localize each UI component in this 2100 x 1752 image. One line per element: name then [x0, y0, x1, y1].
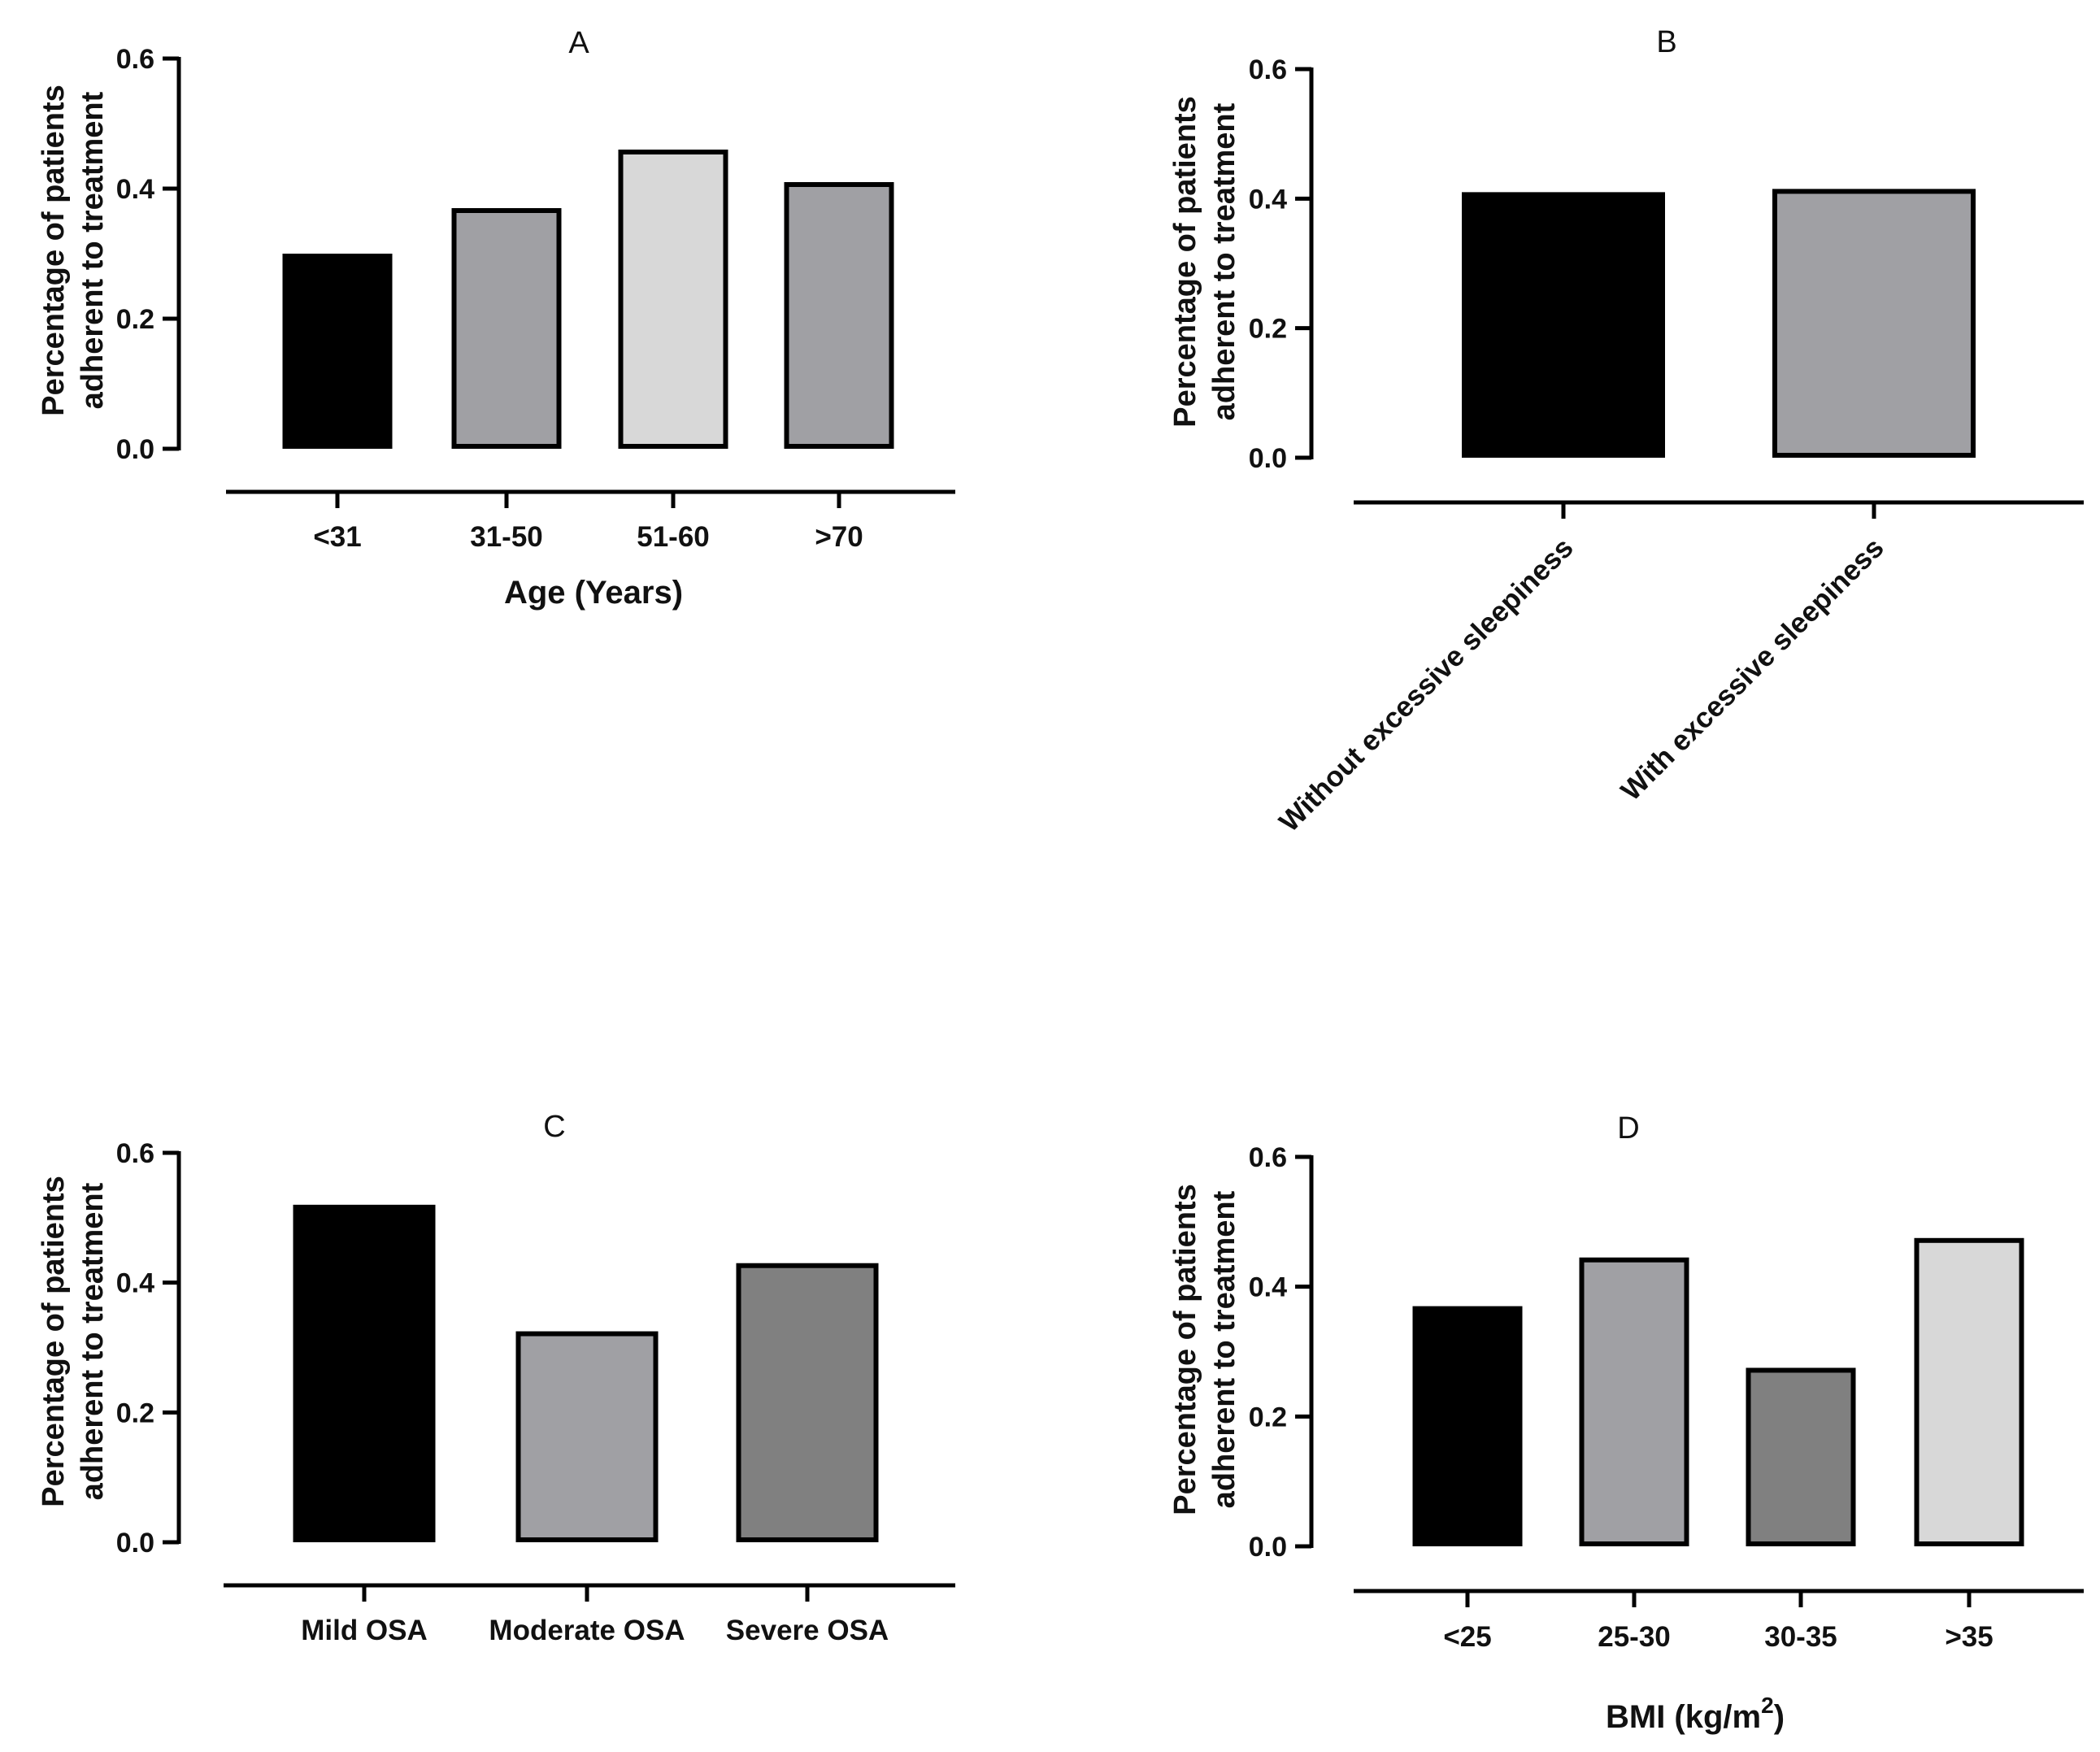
y-axis-title: Percentage of patients adherent to treatm… [37, 1176, 110, 1507]
panel-title: A [568, 26, 589, 60]
y-tick-label: 0.2 [1249, 1402, 1287, 1432]
x-axis-title-text: BMI (kg/m [1606, 1699, 1761, 1735]
x-axis-title: BMI (kg/m2) [1606, 1693, 1785, 1735]
y-tick-label: 0.6 [1249, 1142, 1287, 1173]
bar [515, 1331, 659, 1542]
category-label: <25 [1443, 1621, 1491, 1653]
bar [618, 150, 728, 449]
chart-panel-d: D Percentage of patients adherent to treat… [1168, 1111, 2084, 1735]
y-tick-label: 0.2 [1249, 314, 1287, 345]
category-label: 25-30 [1598, 1621, 1671, 1653]
category-label: Severe OSA [726, 1615, 889, 1646]
y-tick-label: 0.4 [116, 174, 154, 205]
panel-title: D [1617, 1111, 1639, 1146]
category-label: 30-35 [1764, 1621, 1837, 1653]
category-label: With excessive sleepiness [1615, 532, 1889, 806]
bar [784, 182, 894, 449]
category-label: 31-50 [470, 521, 543, 553]
y-axis-title: Percentage of patients adherent to treatm… [1168, 96, 1241, 428]
bar [282, 254, 393, 449]
bar [1914, 1237, 2024, 1546]
y-axis-title-line: Percentage of patients [1168, 1184, 1202, 1515]
category-label: 51-60 [637, 521, 710, 553]
bar [1746, 1367, 1856, 1547]
y-tick-label: 0.4 [1249, 1272, 1287, 1303]
y-tick-label: 0.6 [116, 1138, 154, 1169]
y-tick-label: 0.0 [116, 434, 154, 465]
panel-title: B [1656, 25, 1676, 59]
bar [1772, 189, 1976, 458]
y-axis-title: Percentage of patients adherent to treatm… [37, 85, 110, 416]
category-label: >70 [815, 521, 863, 553]
y-axis-title-line: adherent to treatment [76, 91, 110, 409]
y-tick-label: 0.0 [1249, 443, 1287, 474]
chart-panel-c: C Percentage of patients adherent to treat… [37, 1110, 955, 1646]
panel-title: C [543, 1110, 565, 1144]
y-axis-title: Percentage of patients adherent to treatm… [1168, 1184, 1241, 1515]
bar [736, 1263, 879, 1542]
y-axis-title-line: Percentage of patients [37, 85, 71, 416]
y-tick-label: 0.0 [1249, 1532, 1287, 1563]
category-label: Without excessive sleepiness [1273, 532, 1580, 838]
bar [451, 208, 562, 449]
x-axis-title-suffix: ) [1774, 1699, 1785, 1735]
y-tick-label: 0.6 [1249, 54, 1287, 85]
bar [1462, 192, 1665, 458]
category-label: Moderate OSA [489, 1615, 685, 1646]
y-axis-title-line: Percentage of patients [1168, 96, 1202, 428]
chart-panel-a: A Percentage of patients adherent to treat… [37, 26, 955, 611]
bar [1412, 1306, 1523, 1547]
y-tick-label: 0.0 [116, 1528, 154, 1559]
y-tick-label: 0.6 [116, 44, 154, 75]
y-axis-title-line: Percentage of patients [37, 1176, 71, 1507]
chart-panel-b: B Percentage of patients adherent to treat… [1168, 25, 2084, 838]
category-label: Mild OSA [301, 1615, 428, 1646]
y-axis-title-line: adherent to treatment [76, 1182, 110, 1500]
y-axis-title-line: adherent to treatment [1207, 102, 1241, 420]
category-label: >35 [1945, 1621, 1993, 1653]
y-tick-label: 0.2 [116, 1398, 154, 1428]
y-tick-label: 0.4 [116, 1268, 154, 1299]
x-axis-title-superscript: 2 [1761, 1693, 1774, 1718]
category-label: <31 [313, 521, 361, 553]
y-tick-label: 0.2 [116, 304, 154, 335]
x-axis-title-text: Age (Years) [504, 575, 683, 611]
bar [293, 1204, 436, 1543]
y-tick-label: 0.4 [1249, 184, 1287, 215]
x-axis-title: Age (Years) [504, 575, 683, 611]
y-axis-title-line: adherent to treatment [1207, 1190, 1241, 1508]
bar [1579, 1257, 1689, 1547]
